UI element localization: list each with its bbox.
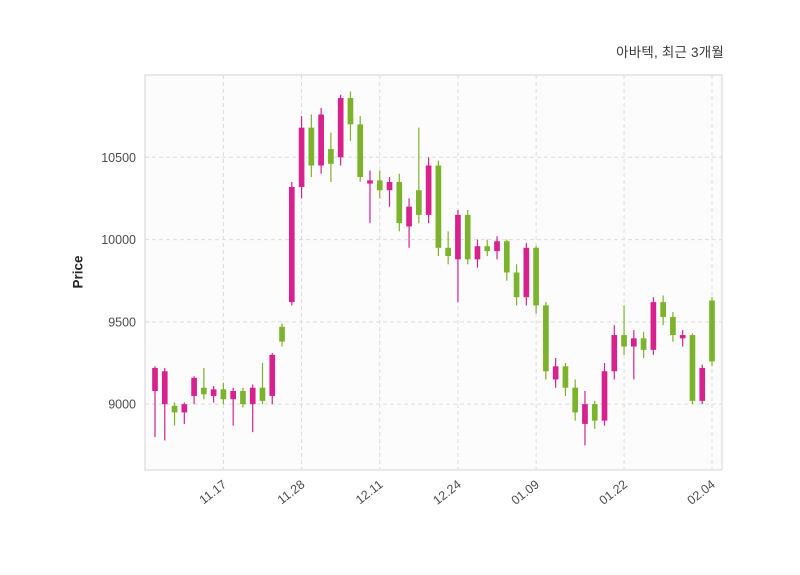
x-tick-label: 01.09 <box>509 477 542 507</box>
candle-body <box>347 98 354 125</box>
candle-body <box>523 247 530 298</box>
candle-body <box>679 335 686 339</box>
candle-body <box>533 247 539 306</box>
candle-body <box>484 246 491 252</box>
candle-body <box>689 335 696 401</box>
candle-body <box>386 181 393 191</box>
x-tick-label: 12.11 <box>353 477 386 507</box>
candle-body <box>513 272 520 298</box>
x-tick-label: 11.28 <box>275 477 308 507</box>
candle-body <box>201 387 207 395</box>
candle-body <box>416 190 422 215</box>
candle-body <box>640 338 647 350</box>
candle-body <box>601 371 608 421</box>
candle-body <box>435 165 442 248</box>
candle-body <box>591 404 598 421</box>
y-tick-label: 9500 <box>108 315 136 329</box>
candle-body <box>572 387 579 413</box>
candle-body <box>376 180 383 191</box>
candle-body <box>474 246 481 260</box>
chart-title: 아바텍, 최근 3개월 <box>616 45 724 60</box>
candle-body <box>630 338 637 347</box>
candle-body <box>220 389 227 400</box>
candle-body <box>396 181 403 224</box>
x-tick-label: 02.04 <box>685 477 718 507</box>
candle-body <box>552 366 559 380</box>
candle-body <box>298 127 305 187</box>
candle-body <box>650 302 657 350</box>
y-tick-label: 10000 <box>101 233 136 247</box>
candle-body <box>259 387 266 401</box>
candle-body <box>562 366 569 388</box>
plot-panel <box>144 74 723 471</box>
y-tick-label: 10500 <box>101 151 136 165</box>
candle-body <box>308 127 315 166</box>
candle-body <box>337 98 344 158</box>
candle-body <box>660 302 666 317</box>
candle-body <box>161 371 168 405</box>
candle-body <box>455 214 461 260</box>
candle-body <box>582 404 588 424</box>
candle-body <box>709 300 715 362</box>
candle-body <box>503 241 510 273</box>
candle-body <box>191 377 197 396</box>
candle-body <box>670 316 676 336</box>
candle-body <box>328 149 334 164</box>
candle-body <box>699 367 706 401</box>
candle-body <box>279 326 285 342</box>
candle-body <box>288 186 295 303</box>
candle-body <box>249 387 256 405</box>
candle-body <box>152 367 158 391</box>
candle-body <box>406 206 412 227</box>
x-tick-label: 11.17 <box>197 477 230 507</box>
candle-body <box>367 180 373 184</box>
x-tick-label: 01.22 <box>597 477 630 507</box>
candle-body <box>611 335 618 372</box>
candle-body <box>445 247 451 257</box>
candle-body <box>230 391 237 400</box>
candle-body <box>543 305 549 372</box>
candle-body <box>621 335 627 347</box>
candle-body <box>181 404 188 413</box>
candle-body <box>318 114 324 166</box>
candle-body <box>210 389 217 396</box>
candle-body <box>425 165 432 215</box>
candle-body <box>494 241 500 252</box>
candle-body <box>357 124 364 178</box>
x-tick-label: 12.24 <box>431 477 464 507</box>
y-tick-label: 9000 <box>108 398 136 412</box>
y-axis-label: Price <box>70 255 86 289</box>
candle-body <box>269 354 276 396</box>
candle-body <box>464 214 471 260</box>
candle-body <box>171 405 178 413</box>
candle-body <box>240 391 246 405</box>
